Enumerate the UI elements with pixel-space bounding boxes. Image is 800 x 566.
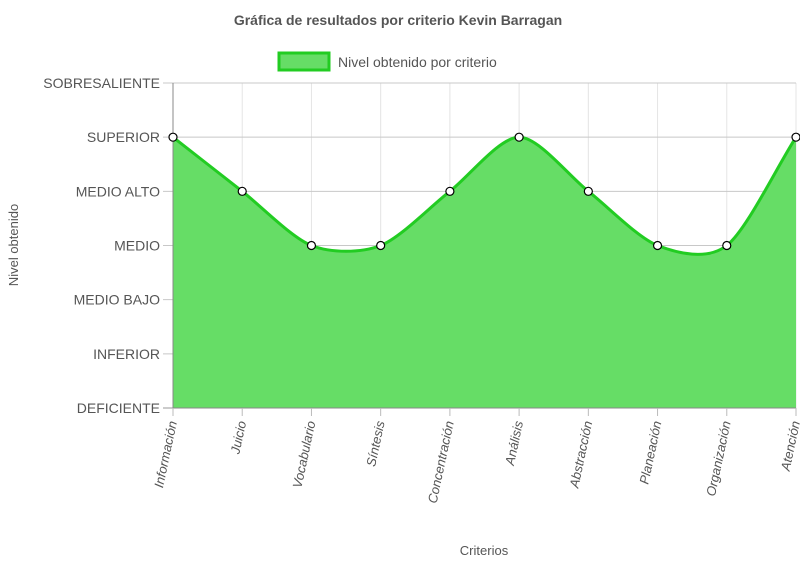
plot-area bbox=[172, 135, 798, 408]
series-area bbox=[173, 137, 796, 408]
data-point[interactable] bbox=[376, 240, 386, 251]
x-tick-label: Juicio bbox=[227, 420, 249, 457]
data-point[interactable] bbox=[168, 132, 178, 142]
y-tick-label: SUPERIOR bbox=[87, 129, 160, 145]
data-point[interactable] bbox=[791, 132, 800, 142]
y-tick-label: MEDIO ALTO bbox=[76, 183, 160, 199]
data-points bbox=[168, 132, 800, 251]
x-tick-label: Organización bbox=[703, 420, 734, 498]
y-axis-ticks: DEFICIENTE INFERIOR MEDIO BAJO MEDIO MEDIO A… bbox=[43, 75, 160, 416]
x-tick-label: Atención bbox=[778, 420, 800, 474]
x-axis-title: Criterios bbox=[460, 543, 509, 558]
x-tick-label: Información bbox=[151, 420, 180, 490]
x-axis-ticks: Información Juicio Vocabulario Síntesis Conc… bbox=[151, 408, 800, 505]
y-tick-label: SOBRESALIENTE bbox=[43, 75, 160, 91]
data-point[interactable] bbox=[583, 186, 593, 196]
data-point[interactable] bbox=[722, 240, 732, 251]
x-tick-label: Vocabulario bbox=[290, 420, 319, 490]
y-axis-title: Nivel obtenido bbox=[6, 204, 21, 286]
legend[interactable]: Nivel obtenido por criterio bbox=[277, 51, 497, 72]
x-tick-label: Abstracción bbox=[566, 420, 595, 491]
x-tick-label: Planeación bbox=[636, 420, 664, 486]
legend-label: Nivel obtenido por criterio bbox=[338, 54, 497, 70]
data-point[interactable] bbox=[306, 240, 317, 251]
x-tick-label: Análisis bbox=[502, 419, 526, 467]
data-point[interactable] bbox=[445, 186, 455, 196]
x-tick-label: Síntesis bbox=[363, 419, 387, 468]
y-tick-label: DEFICIENTE bbox=[77, 400, 160, 416]
y-tick-label: INFERIOR bbox=[93, 346, 160, 362]
y-tick-label: MEDIO BAJO bbox=[74, 292, 160, 308]
data-point[interactable] bbox=[514, 132, 524, 142]
x-tick-label: Concentración bbox=[425, 420, 457, 505]
legend-swatch bbox=[277, 51, 331, 72]
y-tick-label: MEDIO bbox=[114, 238, 160, 254]
series-line bbox=[172, 135, 798, 256]
data-point[interactable] bbox=[652, 240, 663, 251]
chart-title: Gráfica de resultados por criterio Kevin… bbox=[234, 12, 562, 28]
data-point[interactable] bbox=[237, 186, 247, 196]
